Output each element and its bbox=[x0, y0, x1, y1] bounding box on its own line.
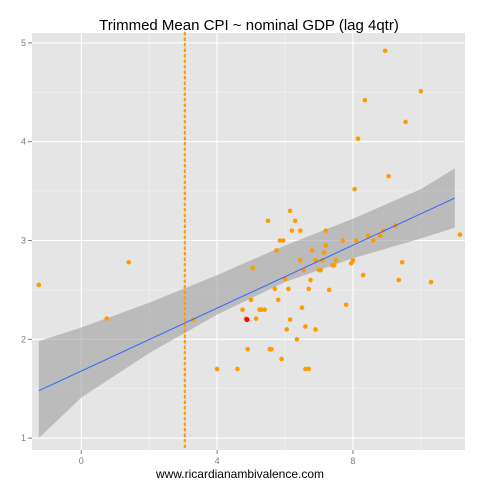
data-point bbox=[309, 248, 315, 253]
y-tick-label: 1 bbox=[21, 433, 26, 443]
data-point bbox=[294, 337, 300, 342]
points-layer bbox=[36, 48, 463, 372]
data-point bbox=[281, 238, 286, 243]
data-point bbox=[323, 243, 329, 248]
data-point bbox=[262, 307, 267, 312]
data-point bbox=[303, 324, 308, 329]
data-point bbox=[277, 238, 283, 243]
data-point bbox=[265, 218, 271, 224]
data-point bbox=[126, 259, 132, 265]
y-tick-label: 5 bbox=[21, 38, 26, 48]
data-point bbox=[287, 208, 293, 214]
data-point bbox=[418, 89, 424, 94]
data-point bbox=[313, 257, 318, 263]
data-point bbox=[274, 248, 279, 253]
data-point bbox=[382, 48, 388, 54]
data-point bbox=[287, 317, 293, 322]
data-point bbox=[272, 286, 278, 292]
data-point bbox=[428, 279, 434, 285]
data-point bbox=[240, 307, 245, 312]
data-point bbox=[306, 286, 312, 292]
data-point bbox=[350, 257, 356, 263]
data-point bbox=[321, 250, 327, 255]
y-tick-label: 3 bbox=[21, 236, 26, 246]
x-axis-label: www.ricardianambivalence.com bbox=[155, 467, 324, 480]
data-point bbox=[403, 119, 408, 125]
data-point bbox=[377, 233, 383, 238]
data-point bbox=[275, 297, 281, 303]
data-point bbox=[355, 136, 361, 142]
data-point bbox=[292, 218, 298, 224]
data-point bbox=[269, 346, 274, 352]
y-tick-label: 4 bbox=[21, 137, 26, 147]
data-point bbox=[104, 316, 110, 321]
data-point bbox=[253, 316, 259, 321]
data-point bbox=[289, 228, 295, 233]
data-point bbox=[396, 277, 402, 283]
fit-line-layer bbox=[38, 197, 456, 392]
data-point bbox=[326, 287, 332, 293]
data-point bbox=[457, 232, 463, 237]
data-point bbox=[360, 272, 366, 278]
data-point bbox=[308, 277, 313, 283]
data-point bbox=[299, 305, 305, 311]
data-point bbox=[303, 366, 308, 372]
data-point bbox=[399, 259, 405, 265]
data-point bbox=[343, 302, 349, 308]
data-point bbox=[286, 286, 291, 292]
data-point bbox=[284, 327, 290, 332]
data-point bbox=[245, 346, 250, 352]
data-point bbox=[258, 307, 264, 312]
confidence-band-layer bbox=[38, 168, 455, 439]
highlight-point bbox=[244, 316, 250, 323]
data-point bbox=[297, 228, 303, 233]
data-point bbox=[362, 97, 368, 103]
data-point bbox=[250, 265, 256, 271]
chart-title: Trimmed Mean CPI ~ nominal GDP (lag 4qtr… bbox=[99, 17, 399, 34]
x-tick-label: 0 bbox=[79, 456, 84, 466]
data-point bbox=[323, 228, 329, 233]
data-point bbox=[313, 327, 318, 332]
x-tick-label: 4 bbox=[215, 456, 220, 466]
data-point bbox=[386, 173, 391, 179]
data-point bbox=[340, 238, 346, 243]
data-point bbox=[354, 238, 359, 243]
regression-line bbox=[38, 197, 456, 392]
data-point bbox=[235, 366, 240, 372]
data-point bbox=[306, 366, 312, 372]
data-point bbox=[318, 267, 323, 273]
data-point bbox=[282, 276, 288, 282]
data-point bbox=[371, 238, 376, 243]
confidence-band bbox=[38, 168, 455, 439]
data-point bbox=[333, 257, 339, 263]
data-point bbox=[214, 366, 220, 372]
x-tick-label: 8 bbox=[350, 456, 355, 466]
y-tick-label: 2 bbox=[21, 334, 26, 344]
data-point bbox=[365, 233, 371, 238]
data-point bbox=[297, 257, 303, 263]
data-point bbox=[352, 186, 357, 192]
data-point bbox=[279, 356, 284, 362]
data-point bbox=[36, 282, 42, 288]
data-point bbox=[248, 297, 254, 303]
data-point bbox=[331, 262, 337, 268]
